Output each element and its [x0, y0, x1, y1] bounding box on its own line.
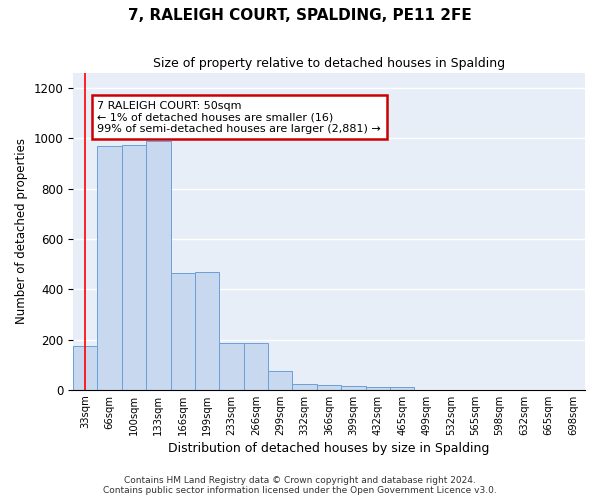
Y-axis label: Number of detached properties: Number of detached properties — [15, 138, 28, 324]
Text: Contains HM Land Registry data © Crown copyright and database right 2024.
Contai: Contains HM Land Registry data © Crown c… — [103, 476, 497, 495]
Bar — [341, 386, 365, 390]
Bar — [122, 144, 146, 390]
Bar — [268, 372, 292, 390]
Bar — [365, 388, 390, 390]
Text: 7, RALEIGH COURT, SPALDING, PE11 2FE: 7, RALEIGH COURT, SPALDING, PE11 2FE — [128, 8, 472, 22]
Bar — [317, 385, 341, 390]
Bar — [390, 386, 415, 390]
Bar — [146, 141, 170, 390]
Bar — [244, 344, 268, 390]
Bar — [195, 272, 220, 390]
Title: Size of property relative to detached houses in Spalding: Size of property relative to detached ho… — [153, 58, 505, 70]
Text: 7 RALEIGH COURT: 50sqm
← 1% of detached houses are smaller (16)
99% of semi-deta: 7 RALEIGH COURT: 50sqm ← 1% of detached … — [97, 100, 381, 134]
Bar — [97, 146, 122, 390]
Bar — [292, 384, 317, 390]
Bar — [220, 344, 244, 390]
Bar — [170, 273, 195, 390]
Bar — [73, 346, 97, 390]
X-axis label: Distribution of detached houses by size in Spalding: Distribution of detached houses by size … — [169, 442, 490, 455]
